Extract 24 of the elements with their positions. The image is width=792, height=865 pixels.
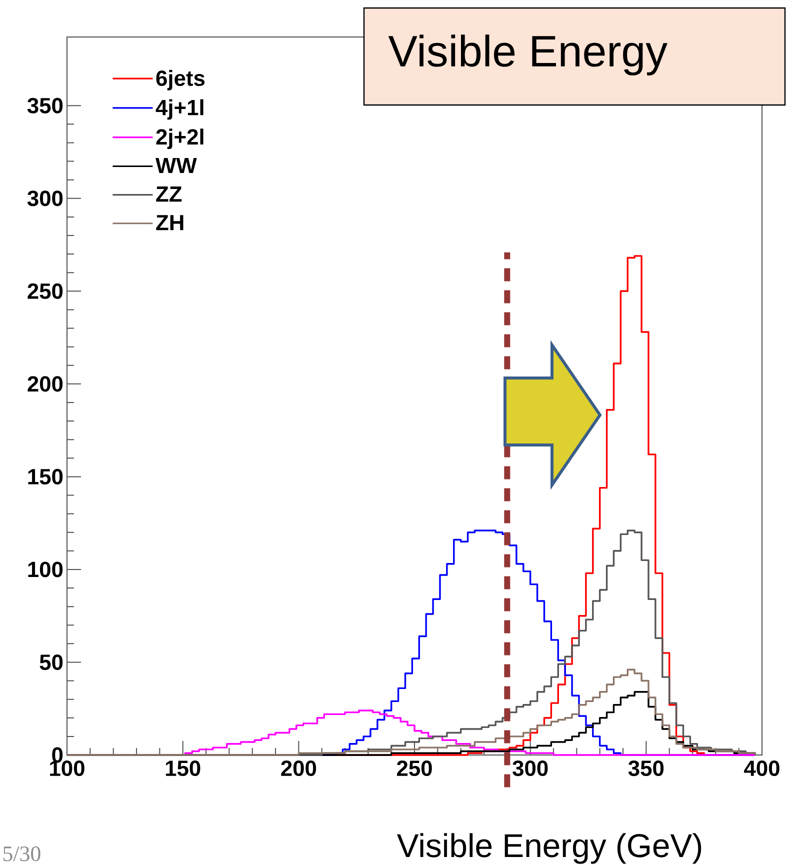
x-tick-label: 300 xyxy=(512,760,548,776)
y-tick-label: 150 xyxy=(28,468,63,484)
x-tick-label: 250 xyxy=(396,760,432,776)
x-tick-label: 100 xyxy=(50,760,84,776)
text: 5/30 xyxy=(3,846,40,862)
legend-label: 4j+1l xyxy=(156,99,204,120)
x-tick-label: 400 xyxy=(744,760,780,776)
legend-label: WW xyxy=(155,158,197,174)
x-tick-label: 350 xyxy=(628,760,664,776)
legend-label: ZZ xyxy=(156,186,182,202)
x-tick-label: 200 xyxy=(281,760,316,776)
y-tick-label: 50 xyxy=(40,654,63,670)
legend-label: ZH xyxy=(156,215,184,230)
legend-label: 2j+2l xyxy=(156,128,204,150)
y-tick-label: 250 xyxy=(28,283,63,299)
y-tick-label: 300 xyxy=(27,190,63,206)
y-tick-label: 0 xyxy=(52,747,63,763)
chart-title: Visible Energy xyxy=(388,34,668,76)
y-tick-label: 200 xyxy=(28,376,63,392)
y-tick-label: 350 xyxy=(27,98,63,114)
legend-label: 6jets xyxy=(156,70,205,90)
x-axis-title: Visible Energy (GeV) xyxy=(396,833,702,864)
x-tick-label: 150 xyxy=(166,760,200,776)
y-tick-label: 100 xyxy=(28,562,63,578)
